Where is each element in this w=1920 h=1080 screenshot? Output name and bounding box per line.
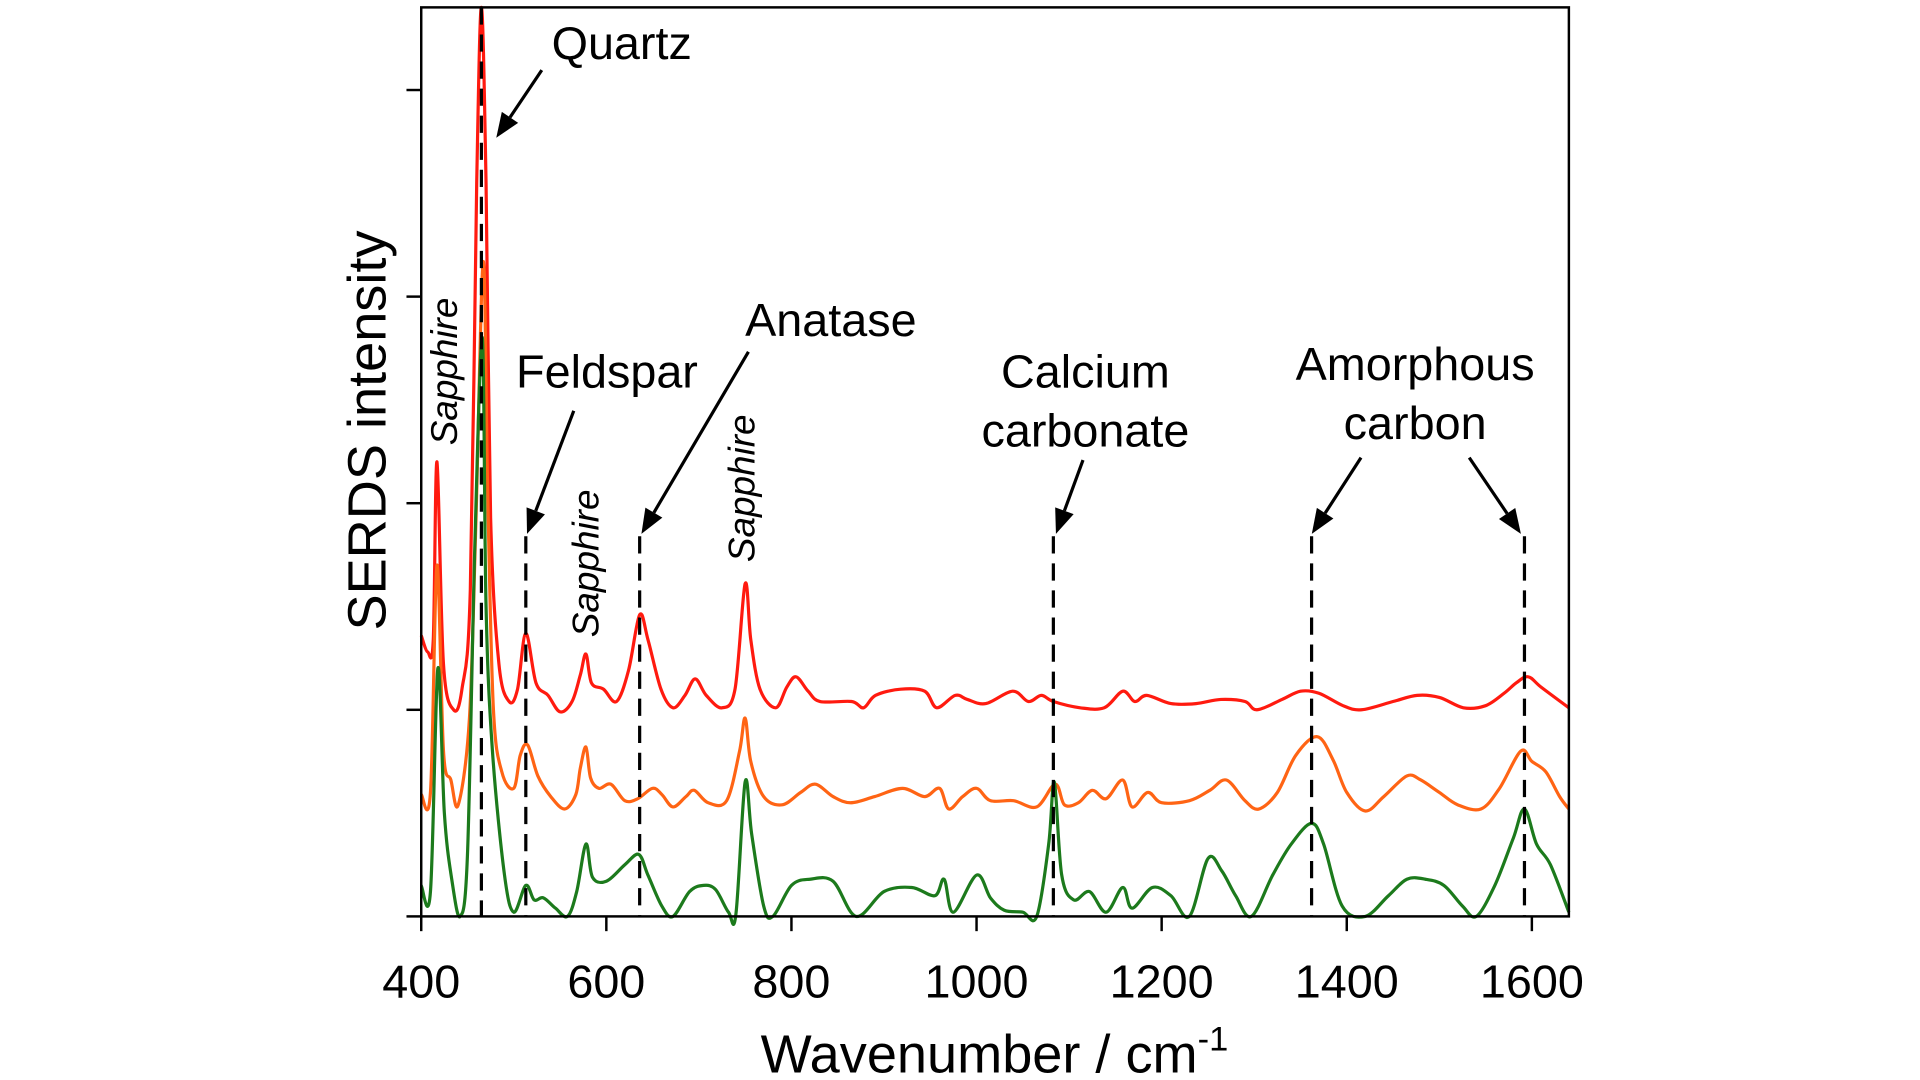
x-tick-label: 600	[567, 956, 645, 1008]
annotations: Quartz Feldspar Anatase Calcium carbonat…	[424, 17, 1535, 637]
annotation-arrow	[652, 350, 750, 514]
arrowhead-icon	[496, 111, 519, 138]
series-layer	[419, 5, 1571, 926]
x-tick-label: 400	[382, 956, 460, 1008]
marker-lines	[479, 7, 1527, 917]
annotation-arrows	[496, 69, 1521, 534]
arrowhead-icon	[526, 507, 545, 534]
annotation-sapphire-2: Sapphire	[565, 490, 606, 638]
series-green	[419, 335, 1571, 926]
plot-frame	[420, 6, 1571, 918]
x-tick-label: 1000	[925, 956, 1029, 1008]
annotation-amorphous: Amorphous	[1296, 338, 1535, 390]
arrowhead-icon	[1311, 507, 1334, 534]
arrowhead-icon	[641, 507, 663, 534]
y-axis-title: SERDS intensity	[338, 231, 398, 631]
x-tick-label: 1600	[1480, 956, 1584, 1008]
annotation-calcium: Calcium	[1001, 345, 1170, 397]
axis-ticks: 400 600 800 1000 1200 1400 1600	[382, 88, 1584, 1008]
annotation-anatase: Anatase	[745, 294, 917, 346]
series-orange	[419, 259, 1571, 813]
x-tick-label: 1400	[1295, 956, 1399, 1008]
annotation-arrow	[1323, 456, 1363, 515]
arrowhead-icon	[1498, 507, 1521, 534]
arrowhead-icon	[1055, 507, 1074, 534]
annotation-sapphire-3: Sapphire	[722, 415, 763, 563]
annotation-arrow	[534, 410, 576, 512]
annotation-arrow	[1062, 459, 1085, 512]
annotation-arrow	[1467, 456, 1509, 515]
x-axis-title: Wavenumber / cm-1	[761, 1020, 1229, 1080]
x-tick-label: 1200	[1110, 956, 1214, 1008]
annotation-sapphire-1: Sapphire	[424, 298, 465, 446]
annotation-carbon: carbon	[1344, 397, 1487, 449]
x-tick-label: 800	[752, 956, 830, 1008]
annotation-quartz: Quartz	[552, 17, 692, 69]
annotation-arrow	[508, 69, 544, 119]
series-red	[419, 5, 1570, 714]
annotation-feldspar: Feldspar	[516, 345, 698, 397]
annotation-carbonate: carbonate	[982, 405, 1190, 457]
